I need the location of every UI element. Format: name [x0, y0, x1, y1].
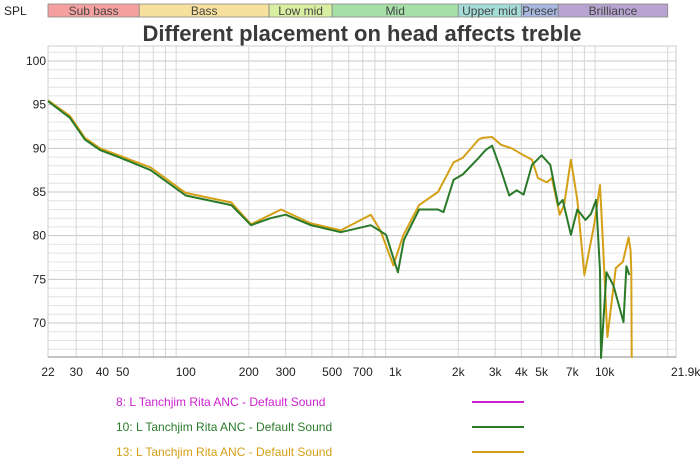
band-label: Sub bass [69, 4, 119, 18]
x-tick-label: 7k [566, 365, 580, 379]
x-tick-label: 300 [276, 365, 296, 379]
x-tick-label: 30 [70, 365, 84, 379]
y-tick-label: 70 [33, 316, 47, 330]
y-tick-label: 100 [26, 54, 46, 68]
legend: 8: L Tanchjim Rita ANC - Default Sound 10… [116, 395, 524, 459]
band-6 [557, 3, 669, 18]
band-label: Preser [522, 4, 557, 18]
y-tick-labels: 70 75 80 85 90 95 100 [26, 54, 46, 330]
x-tick-label: 2k [452, 365, 466, 379]
x-tick-labels: 22 30 40 50 100 200 300 500 700 1k 2k 3k 4k 5k 7k 10k 21… [41, 365, 700, 379]
legend-label: 8: L Tanchjim Rita ANC - Default Sound [116, 395, 325, 409]
legend-label: 10: L Tanchjim Rita ANC - Default Sound [116, 420, 332, 434]
band-label: Brilliance [589, 4, 638, 18]
x-tick-label: 4k [515, 365, 529, 379]
y-tick-label: 75 [33, 272, 47, 286]
plot-area [47, 45, 677, 358]
band-label: Mid [386, 4, 405, 18]
x-tick-label: 1k [389, 365, 403, 379]
x-tick-label: 700 [353, 365, 373, 379]
y-tick-label: 95 [33, 98, 47, 112]
band-label: Bass [191, 4, 218, 18]
x-tick-label: 500 [322, 365, 342, 379]
series-line-2 [47, 99, 633, 358]
series-lines [47, 99, 633, 359]
x-tick-label: 200 [239, 365, 259, 379]
x-tick-label: 21.9kHz [671, 365, 700, 379]
legend-label: 13: L Tanchjim Rita ANC - Default Sound [116, 445, 332, 459]
frequency-bands: Sub bass Bass Low mid Mid Upper mid Preser Bri… [47, 3, 669, 18]
y-tick-label: 85 [33, 185, 47, 199]
grid [47, 45, 677, 358]
x-tick-label: 5k [535, 365, 549, 379]
chart-title: Different placement on head affects treb… [143, 21, 582, 46]
band-label: Low mid [278, 4, 323, 18]
y-tick-label: 80 [33, 229, 47, 243]
x-tick-label: 3k [489, 365, 503, 379]
series-line-1 [47, 100, 631, 359]
y-axis-label: SPL [4, 4, 27, 18]
x-tick-label: 10k [595, 365, 615, 379]
y-tick-label: 90 [33, 141, 47, 155]
x-tick-label: 100 [176, 365, 196, 379]
x-tick-label: 50 [116, 365, 130, 379]
x-tick-label: 22 [41, 365, 55, 379]
band-label: Upper mid [462, 4, 517, 18]
x-tick-label: 40 [96, 365, 110, 379]
